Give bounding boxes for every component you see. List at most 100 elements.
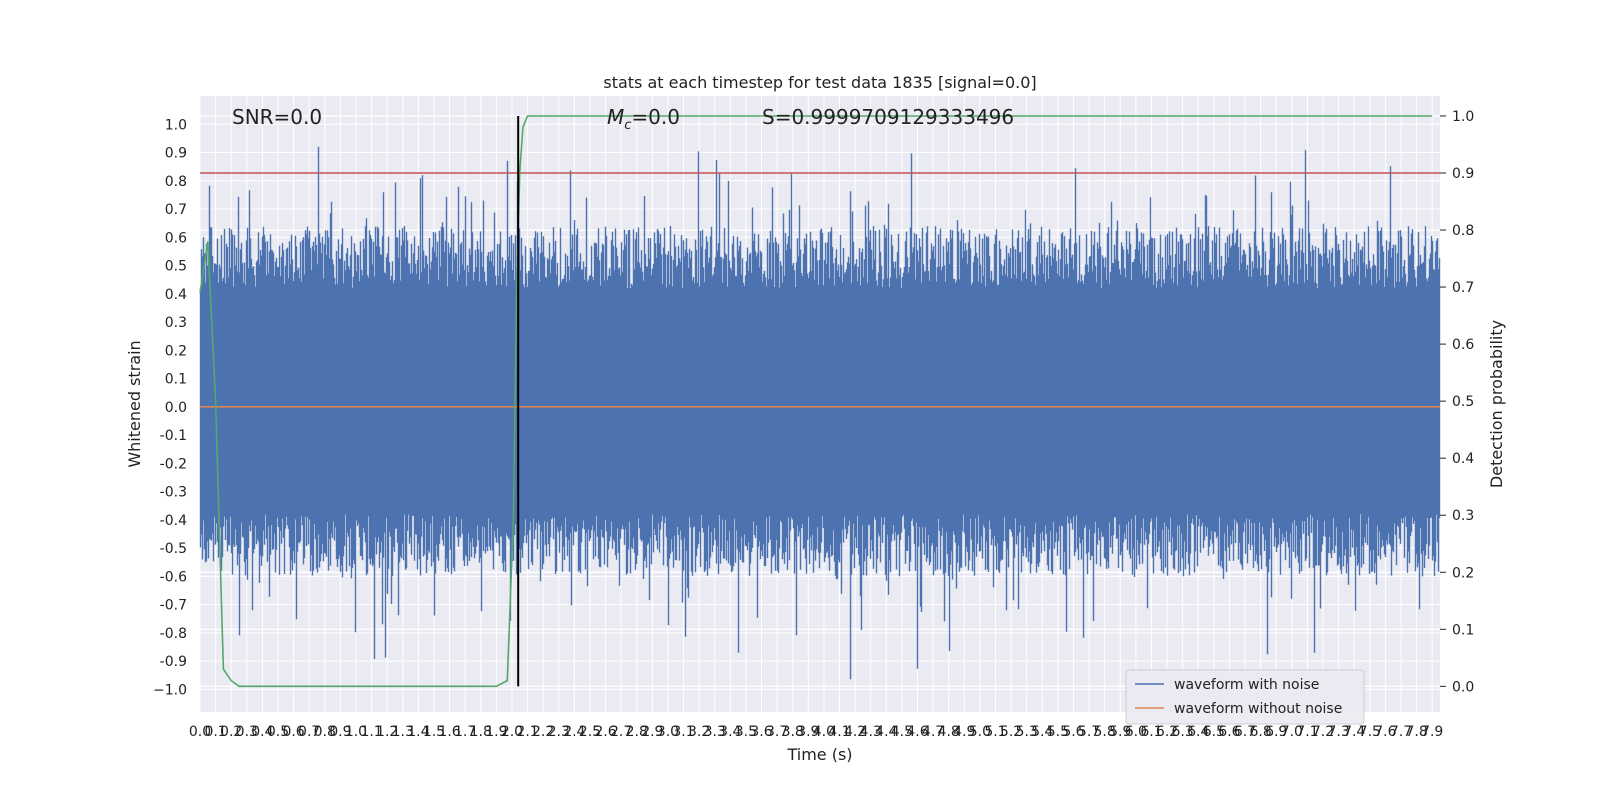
- x-tick-label: 5.5: [1047, 724, 1069, 740]
- y2-tick-label: 0.4: [1452, 451, 1474, 467]
- x-tick-label: 2.8: [626, 724, 648, 740]
- y-tick-label: 0.5: [165, 259, 187, 275]
- y-axis-title: Whitened strain: [125, 340, 144, 467]
- x-tick-label: 3.5: [735, 724, 757, 740]
- y-tick-label: -0.4: [160, 513, 187, 529]
- x-tick-label: 0.0: [189, 724, 211, 740]
- x-tick-label: 5.0: [969, 724, 991, 740]
- y-tick-label: -0.3: [160, 485, 187, 501]
- y-axis-ticks: 1.0 0.9 0.8 0.7 0.6 0.5 0.4 0.3 0.2 0.1 0.0 -0.1 -0.…: [153, 117, 187, 698]
- y2-tick-label: 0.2: [1452, 565, 1474, 581]
- x-tick-label: 6.9: [1265, 724, 1287, 740]
- x-tick-label: 1.5: [423, 724, 445, 740]
- x-tick-label: 6.4: [1187, 724, 1209, 740]
- x-tick-label: 0.1: [204, 724, 226, 740]
- x-tick-label: 1.7: [454, 724, 476, 740]
- x-tick-label: 0.6: [282, 724, 304, 740]
- x-tick-label: 2.7: [610, 724, 632, 740]
- x-tick-label: 6.1: [1140, 724, 1162, 740]
- y-tick-label: -0.7: [160, 598, 187, 614]
- y-tick-label: 0.9: [165, 146, 187, 162]
- y2-axis-title: Detection probability: [1487, 320, 1506, 488]
- y-tick-label: -0.5: [160, 541, 187, 557]
- x-tick-label: 6.2: [1156, 724, 1178, 740]
- y-tick-label: 0.1: [165, 372, 187, 388]
- x-tick-label: 1.4: [407, 724, 429, 740]
- noise-core: [200, 302, 1440, 509]
- x-tick-label: 3.2: [688, 724, 710, 740]
- x-tick-label: 2.3: [548, 724, 570, 740]
- x-tick-label: 1.1: [360, 724, 382, 740]
- x-tick-label: 2.9: [641, 724, 663, 740]
- x-tick-label: 4.0: [813, 724, 835, 740]
- y-tick-label: 0.3: [165, 315, 187, 331]
- x-tick-label: 5.3: [1016, 724, 1038, 740]
- snr-annotation: SNR=0.0: [232, 105, 322, 129]
- x-tick-label: 2.2: [532, 724, 554, 740]
- x-tick-label: 4.5: [891, 724, 913, 740]
- x-tick-label: 0.4: [251, 724, 273, 740]
- x-tick-label: 4.4: [875, 724, 897, 740]
- y2-tick-label: 0.8: [1452, 223, 1474, 239]
- x-tick-label: 7.1: [1296, 724, 1318, 740]
- x-tick-label: 0.5: [267, 724, 289, 740]
- x-tick-label: 0.9: [329, 724, 351, 740]
- y-tick-label: -0.2: [160, 456, 187, 472]
- x-tick-label: 3.9: [797, 724, 819, 740]
- x-tick-label: 1.2: [376, 724, 398, 740]
- x-tick-label: 6.8: [1249, 724, 1271, 740]
- x-tick-label: 4.3: [860, 724, 882, 740]
- y-tick-label: 0.4: [165, 287, 187, 303]
- x-tick-label: 1.3: [392, 724, 414, 740]
- x-tick-label: 5.4: [1031, 724, 1053, 740]
- chirp-mass-value: =0.0: [631, 105, 680, 129]
- x-tick-label: 6.5: [1203, 724, 1225, 740]
- x-tick-label: 2.0: [501, 724, 523, 740]
- x-tick-label: 2.6: [594, 724, 616, 740]
- x-tick-label: 5.7: [1078, 724, 1100, 740]
- x-tick-label: 7.7: [1390, 724, 1412, 740]
- y-tick-label: -0.8: [160, 626, 187, 642]
- y2-tick-label: 0.0: [1452, 679, 1474, 695]
- y2-tick-label: 0.7: [1452, 280, 1474, 296]
- x-tick-label: 0.7: [298, 724, 320, 740]
- x-tick-label: 3.7: [766, 724, 788, 740]
- x-tick-label: 3.1: [672, 724, 694, 740]
- x-tick-label: 1.8: [470, 724, 492, 740]
- x-tick-label: 2.4: [563, 724, 585, 740]
- y2-tick-label: 0.6: [1452, 337, 1474, 353]
- x-tick-label: 3.4: [719, 724, 741, 740]
- x-tick-label: 3.3: [704, 724, 726, 740]
- y-tick-label: −1.0: [153, 682, 187, 698]
- x-tick-label: 6.3: [1172, 724, 1194, 740]
- y-tick-label: 1.0: [165, 117, 187, 133]
- x-tick-label: 1.6: [438, 724, 460, 740]
- x-tick-label: 7.9: [1421, 724, 1443, 740]
- legend: waveform with noise waveform without noi…: [1125, 669, 1365, 725]
- x-axis-title: Time (s): [786, 745, 852, 764]
- y-tick-label: -0.1: [160, 428, 187, 444]
- x-tick-label: 7.8: [1405, 724, 1427, 740]
- x-tick-label: 4.1: [828, 724, 850, 740]
- x-tick-label: 6.7: [1234, 724, 1256, 740]
- legend-box: [1125, 669, 1365, 725]
- y-tick-label: -0.9: [160, 654, 187, 670]
- legend-label-noise: waveform with noise: [1174, 677, 1319, 693]
- x-tick-label: 2.1: [516, 724, 538, 740]
- y2-tick-label: 0.5: [1452, 394, 1474, 410]
- y2-tick-label: 0.9: [1452, 166, 1474, 182]
- y2-axis-ticks: 1.0 0.9 0.8 0.7 0.6 0.5 0.4 0.3 0.2 0.1 0.0: [1440, 109, 1474, 695]
- x-tick-label: 6.0: [1125, 724, 1147, 740]
- y-tick-label: 0.7: [165, 202, 187, 218]
- x-tick-label: 7.4: [1343, 724, 1365, 740]
- x-tick-label: 0.2: [220, 724, 242, 740]
- y2-tick-label: 0.1: [1452, 622, 1474, 638]
- x-tick-label: 4.2: [844, 724, 866, 740]
- series-detection-probability: [199, 115, 1433, 688]
- x-tick-label: 4.6: [906, 724, 928, 740]
- x-tick-label: 1.0: [345, 724, 367, 740]
- x-tick-label: 7.0: [1281, 724, 1303, 740]
- x-tick-label: 4.8: [938, 724, 960, 740]
- x-tick-label: 7.5: [1359, 724, 1381, 740]
